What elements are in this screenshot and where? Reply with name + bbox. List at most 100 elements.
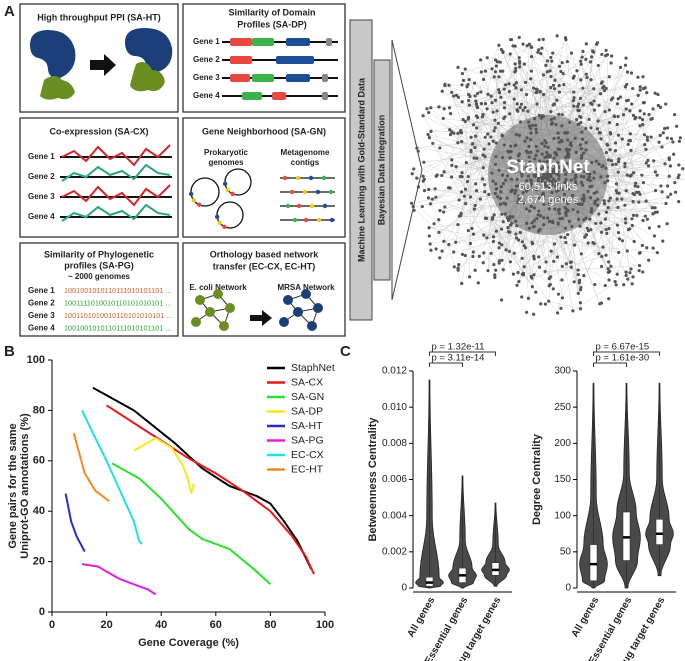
panel-a: A High throughput PPI (SA-HT) Similarity… bbox=[4, 3, 685, 337]
node bbox=[481, 112, 485, 117]
node bbox=[578, 143, 583, 147]
node bbox=[452, 250, 456, 254]
node bbox=[543, 144, 547, 148]
y-tick-label: 150 bbox=[554, 474, 571, 485]
node bbox=[635, 190, 639, 194]
node bbox=[492, 262, 496, 267]
node bbox=[541, 37, 545, 41]
gene-dot bbox=[225, 187, 230, 192]
node bbox=[486, 132, 490, 136]
edge bbox=[582, 51, 654, 214]
node bbox=[542, 169, 547, 173]
gene-label: Gene 1 bbox=[28, 152, 55, 161]
node bbox=[528, 209, 532, 213]
node bbox=[572, 104, 576, 108]
node bbox=[570, 193, 575, 197]
node bbox=[560, 61, 564, 65]
edge bbox=[441, 45, 500, 176]
p-value: p = 3.11e-14 bbox=[432, 353, 485, 364]
node bbox=[584, 148, 588, 152]
node bbox=[584, 141, 588, 145]
edge bbox=[438, 186, 502, 233]
node bbox=[570, 170, 574, 174]
node bbox=[579, 156, 584, 160]
node bbox=[462, 194, 467, 198]
node bbox=[454, 240, 458, 244]
node bbox=[493, 118, 497, 122]
node bbox=[464, 201, 468, 206]
node bbox=[410, 172, 414, 176]
node bbox=[602, 199, 606, 203]
node bbox=[489, 94, 493, 98]
node bbox=[487, 142, 491, 146]
node bbox=[446, 186, 451, 190]
node bbox=[571, 309, 575, 313]
node bbox=[427, 187, 431, 192]
edge bbox=[544, 265, 640, 272]
node bbox=[616, 114, 620, 119]
node bbox=[632, 171, 636, 175]
node bbox=[473, 145, 477, 150]
node bbox=[578, 202, 583, 206]
node bbox=[508, 230, 512, 234]
series-line bbox=[133, 436, 195, 494]
edge bbox=[472, 45, 528, 144]
node bbox=[466, 228, 470, 233]
node bbox=[473, 203, 477, 208]
node bbox=[482, 233, 486, 237]
node bbox=[611, 96, 615, 100]
node bbox=[661, 131, 665, 135]
node bbox=[537, 229, 541, 233]
gene-dot bbox=[285, 203, 291, 209]
node bbox=[596, 119, 600, 123]
node bbox=[450, 90, 454, 94]
node bbox=[559, 167, 564, 172]
node bbox=[584, 72, 588, 76]
legend-label: SA-DP bbox=[291, 405, 323, 417]
node bbox=[607, 199, 611, 203]
y-tick-label: 0.006 bbox=[382, 474, 407, 485]
node bbox=[645, 217, 649, 221]
node bbox=[569, 265, 573, 269]
y-tick-label: 80 bbox=[33, 404, 45, 416]
node bbox=[497, 261, 501, 265]
edge bbox=[485, 71, 648, 141]
node bbox=[623, 217, 628, 221]
node bbox=[465, 85, 469, 89]
label: MRSA Network bbox=[277, 283, 335, 292]
node bbox=[615, 102, 620, 106]
node bbox=[564, 240, 568, 245]
node bbox=[499, 227, 504, 231]
node bbox=[519, 170, 523, 174]
node bbox=[547, 299, 551, 303]
node bbox=[530, 221, 534, 225]
node bbox=[527, 42, 532, 46]
node bbox=[641, 181, 646, 185]
node bbox=[599, 301, 604, 305]
node bbox=[624, 273, 628, 278]
node bbox=[471, 232, 476, 236]
node bbox=[641, 270, 645, 274]
gene-dot bbox=[315, 189, 321, 195]
node bbox=[676, 175, 680, 180]
node bbox=[429, 106, 433, 110]
node bbox=[580, 137, 585, 141]
edge bbox=[531, 255, 607, 279]
node bbox=[578, 307, 583, 311]
node bbox=[595, 127, 600, 131]
node bbox=[493, 98, 498, 102]
node bbox=[584, 233, 589, 237]
node bbox=[623, 85, 628, 89]
y-tick-label: 0.002 bbox=[382, 546, 407, 557]
node bbox=[548, 69, 552, 73]
y-tick-label: 40 bbox=[33, 505, 45, 517]
node bbox=[572, 96, 576, 100]
node bbox=[609, 61, 613, 65]
node bbox=[477, 254, 481, 258]
node bbox=[613, 279, 617, 284]
node bbox=[438, 256, 442, 260]
node bbox=[546, 145, 550, 150]
node bbox=[638, 251, 642, 255]
node bbox=[596, 63, 600, 68]
